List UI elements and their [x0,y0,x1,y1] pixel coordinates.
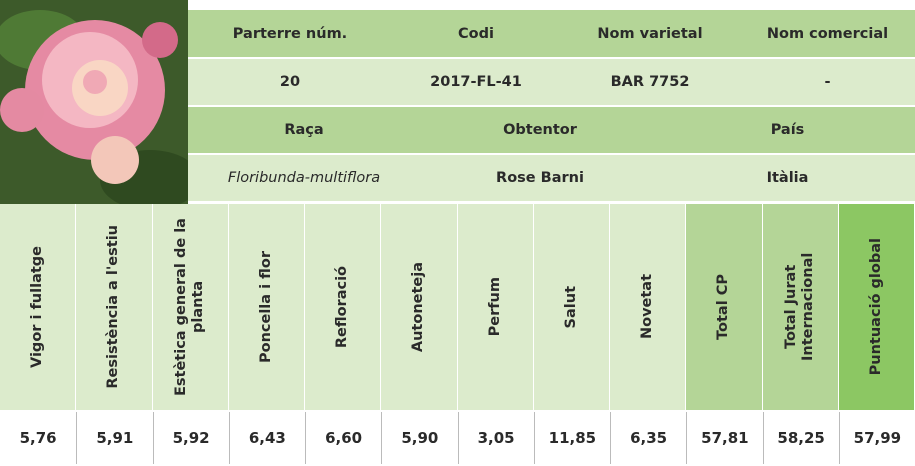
value-cell: Rose Barni [420,155,660,203]
cell-text: 6,60 [325,429,362,447]
cell-text: Codi [458,26,494,42]
cell-text: 5,91 [96,429,133,447]
value-cell: - [740,59,915,107]
cell-text: Perfum [487,277,504,336]
score-value: 6,60 [305,412,381,464]
score-value: 57,81 [686,412,762,464]
value-cell: 2017-FL-41 [392,59,560,107]
criterion-header: Poncella i flor [229,204,305,410]
cell-text: 20 [280,74,300,90]
header-cell: Nom comercial [740,10,915,59]
cell-text: 5,92 [173,429,210,447]
score-value: 58,25 [763,412,839,464]
score-value: 5,76 [0,412,76,464]
cell-text: 3,05 [478,429,515,447]
cell-text: 5,76 [20,429,57,447]
header-cell: Nom varietal [560,10,740,59]
score-value: 57,99 [839,412,915,464]
criterion-header: Novetat [610,204,686,410]
header-cell: Obtentor [420,107,660,155]
score-value: 5,92 [153,412,229,464]
cell-text: Resistència a l'estiu [105,225,122,389]
cell-text: Rose Barni [496,170,584,186]
cell-text: Salut [563,286,580,328]
cell-text: Estètica general de la planta [173,212,207,402]
cell-text: Nom comercial [767,26,888,42]
cell-text: Autoneteja [410,262,427,352]
cell-text: 57,81 [701,429,748,447]
value-cell: BAR 7752 [560,59,740,107]
criterion-header: Estètica general de la planta [153,204,229,410]
criterion-header: Total Jurat Internacional [763,204,839,410]
criterion-header: Perfum [458,204,534,410]
cell-text: Total Jurat Internacional [783,212,817,402]
cell-text: Vigor i fullatge [29,246,46,368]
cell-text: 11,85 [549,429,596,447]
cell-text: Itàlia [767,170,809,186]
cell-text: Floribunda-multiflora [228,170,380,186]
rose-photo [0,0,188,204]
value-cell: Floribunda-multiflora [188,155,420,203]
cell-text: BAR 7752 [611,74,690,90]
criterion-header: Puntuació global [839,204,915,410]
score-value: 3,05 [458,412,534,464]
score-value: 11,85 [534,412,610,464]
value-cell: 20 [188,59,392,107]
cell-text: Nom varietal [597,26,702,42]
criterion-header: Autoneteja [381,204,457,410]
criterion-header: Salut [534,204,610,410]
cell-text: Puntuació global [868,238,885,375]
page: Parterre núm. Codi Nom varietal Nom comerci… [0,0,915,466]
cell-text: Total CP [715,274,732,340]
criterion-header: Resistència a l'estiu [76,204,152,410]
score-value: 5,90 [381,412,457,464]
cell-text: 57,99 [854,429,901,447]
score-value: 5,91 [76,412,152,464]
cell-text: Obtentor [503,122,577,138]
cell-text: 58,25 [777,429,824,447]
criterion-header: Refloració [305,204,381,410]
value-cell: Itàlia [660,155,915,203]
cell-text: 6,35 [630,429,667,447]
header-cell: Codi [392,10,560,59]
cell-text: 6,43 [249,429,286,447]
cell-text: Novetat [639,274,656,339]
cell-text: - [824,74,830,90]
header-cell: País [660,107,915,155]
cell-text: 2017-FL-41 [430,74,522,90]
cell-text: Parterre núm. [233,26,347,42]
score-value: 6,35 [610,412,686,464]
cell-text: 5,90 [401,429,438,447]
score-value: 6,43 [229,412,305,464]
cell-text: País [771,122,805,138]
header-cell: Parterre núm. [188,10,392,59]
header-cell: Raça [188,107,420,155]
cell-text: Raça [284,122,323,138]
cell-text: Poncella i flor [258,251,275,363]
criterion-header: Vigor i fullatge [0,204,76,410]
cell-text: Refloració [334,266,351,348]
criterion-header: Total CP [686,204,762,410]
